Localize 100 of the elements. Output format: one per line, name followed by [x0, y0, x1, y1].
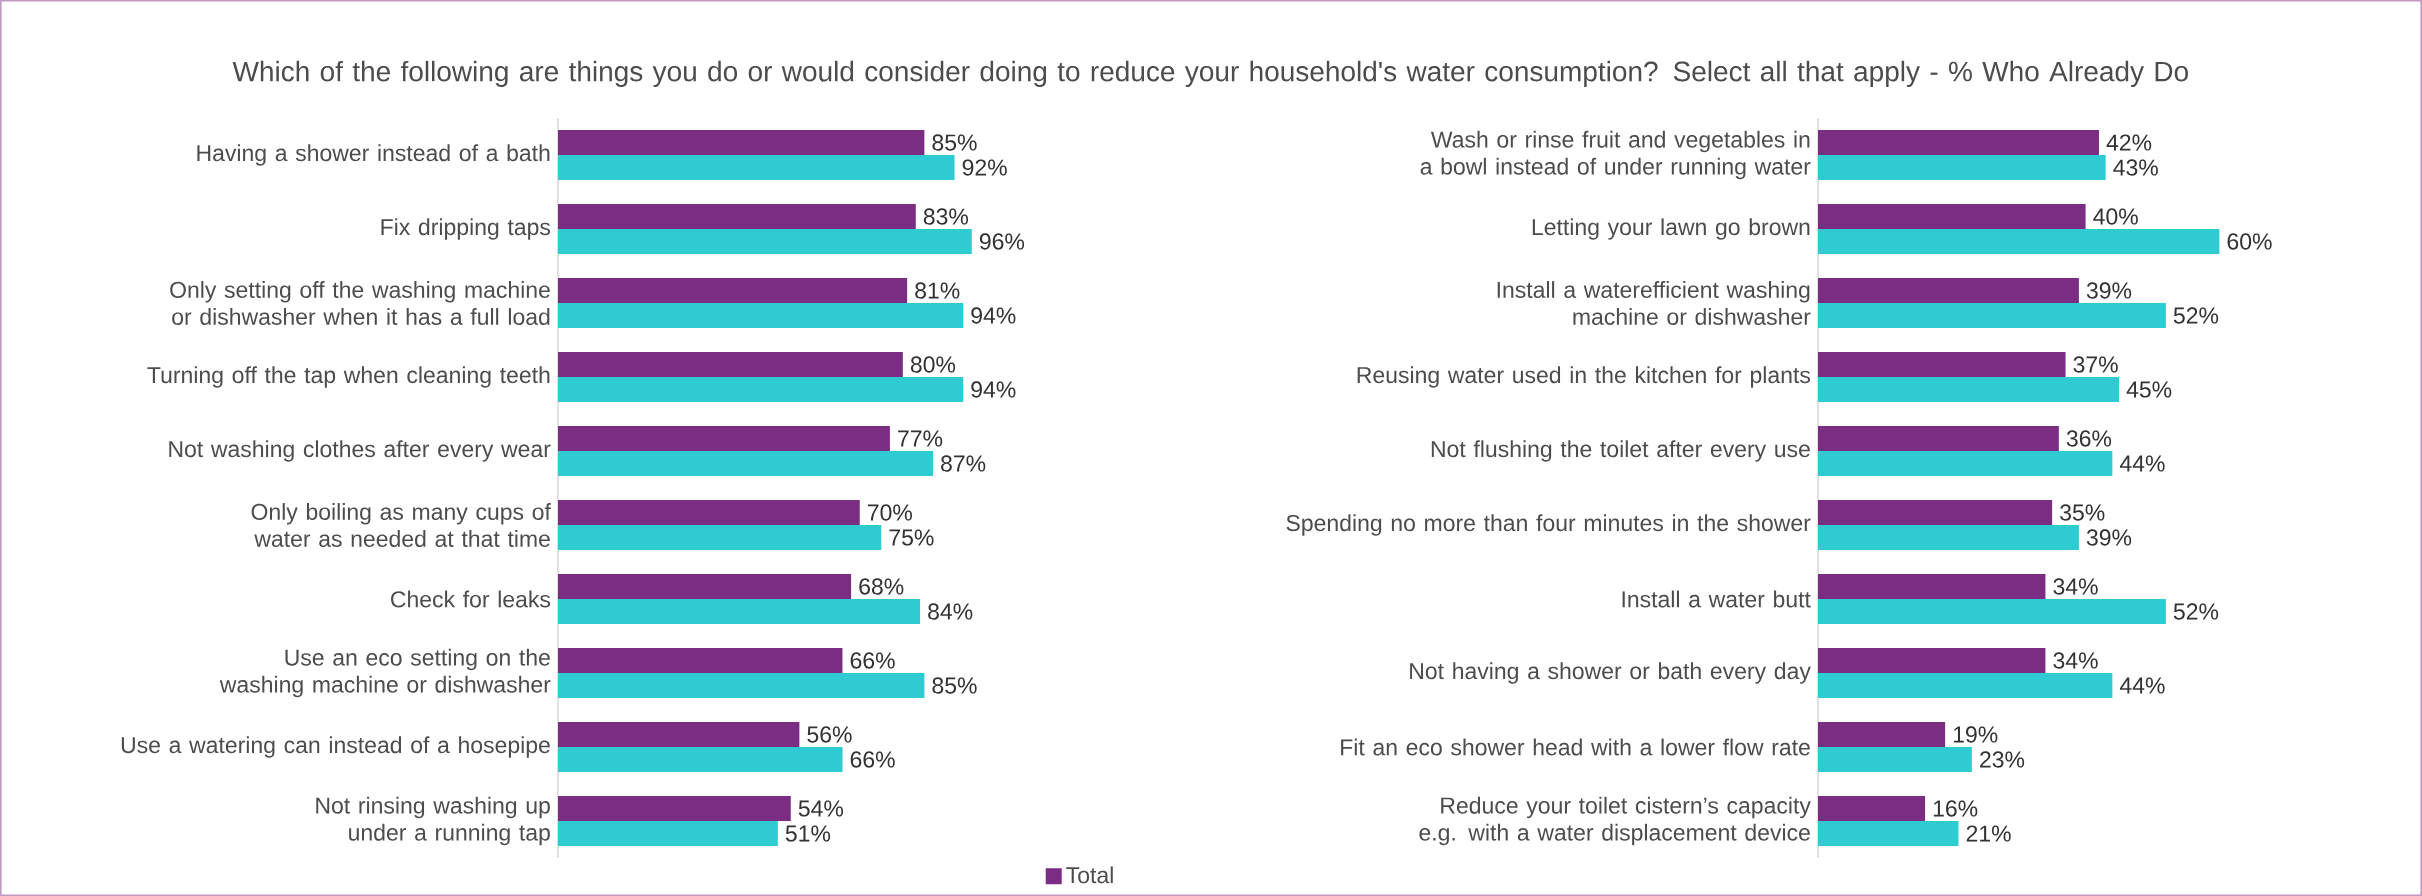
- bar: [1818, 130, 2099, 156]
- bar: [558, 377, 964, 403]
- data-label: 35%: [2060, 504, 2105, 521]
- data-label: 39%: [2086, 529, 2132, 546]
- data-label: 60%: [2227, 233, 2272, 250]
- data-label: 21%: [1966, 825, 2011, 842]
- data-label: 36%: [2066, 430, 2112, 447]
- y-tick-label: Letting your lawn go brown: [1532, 218, 1810, 240]
- bar: [1818, 673, 2113, 699]
- bar: [558, 229, 972, 255]
- bar: [558, 747, 843, 773]
- bar: [1818, 648, 2046, 674]
- bar: [1818, 303, 2166, 329]
- data-label: 66%: [850, 751, 895, 768]
- data-label: 34%: [2053, 652, 2098, 669]
- data-label: 87%: [941, 455, 986, 472]
- data-label: 40%: [2093, 208, 2138, 225]
- bar: [1818, 525, 2079, 551]
- data-label: 80%: [910, 356, 956, 373]
- y-tick-label: Reduce your toilet cistern’s capacity e.g. with a water displacement device: [1419, 796, 1811, 846]
- data-label: 77%: [898, 430, 943, 447]
- y-tick-label: Install a waterefficient washing machine or dishwasher: [1497, 281, 1811, 325]
- data-label: 54%: [798, 800, 844, 817]
- bar: [1818, 155, 2106, 181]
- bar: [558, 574, 852, 600]
- bar: [558, 673, 925, 699]
- data-label: 19%: [1953, 726, 1998, 743]
- y-tick-label: Fix dripping taps: [381, 218, 551, 240]
- bar: [558, 426, 890, 452]
- y-tick-label: Use an eco setting on the washing machine or dishwasher: [219, 648, 551, 698]
- bar: [558, 821, 778, 847]
- data-label: 70%: [867, 504, 912, 521]
- data-label: 84%: [928, 603, 973, 620]
- data-label: 39%: [2086, 282, 2132, 299]
- data-label: 51%: [785, 825, 831, 842]
- data-label: 43%: [2113, 159, 2158, 176]
- data-label: 56%: [807, 726, 852, 743]
- bar: [1818, 599, 2166, 625]
- data-label: 16%: [1933, 800, 1978, 817]
- data-label: 96%: [979, 233, 1025, 250]
- data-label: 45%: [2126, 381, 2172, 398]
- bar: [558, 796, 791, 822]
- text: Which of the following are things you do or would consider doing to reduce your household's water consumption? Select all that apply - % Who Already Do: [232, 60, 2188, 87]
- bar: [1818, 722, 1946, 748]
- y-tick-label: Not washing clothes after every wear: [169, 440, 551, 462]
- bar: [558, 204, 916, 230]
- data-label: 75%: [889, 529, 934, 546]
- bar: [558, 648, 843, 674]
- data-label: 34%: [2053, 578, 2098, 595]
- y-tick-label: Reusing water used in the kitchen for plants: [1357, 366, 1811, 388]
- bar: [558, 155, 955, 181]
- bar: [558, 352, 903, 378]
- bar: [558, 278, 908, 304]
- y-tick-label: Check for leaks: [391, 590, 551, 608]
- y-tick-label: Having a shower instead of a bath: [197, 144, 550, 166]
- data-label: 85%: [932, 134, 977, 151]
- bar: [558, 599, 921, 625]
- bar: [1818, 426, 2059, 452]
- bar: [558, 500, 860, 526]
- data-label: 85%: [932, 677, 977, 694]
- y-tick-label: Not rinsing washing up under a running tap: [316, 796, 550, 846]
- data-label: 42%: [2106, 134, 2152, 151]
- data-label: 52%: [2173, 603, 2219, 620]
- data-label: 94%: [971, 307, 1016, 324]
- y-tick-label: Not having a shower or bath every day: [1410, 662, 1811, 684]
- bar: [1818, 574, 2046, 600]
- y-tick-label: Install a water butt: [1622, 590, 1811, 608]
- bar: [558, 303, 964, 329]
- bar: [1818, 451, 2113, 477]
- data-label: 44%: [2119, 455, 2165, 472]
- bar: [1818, 352, 2066, 378]
- bar: [1818, 796, 1926, 822]
- bar: [1818, 204, 2086, 230]
- data-label: 66%: [850, 652, 895, 669]
- bar: [1818, 278, 2079, 304]
- bar: [1818, 821, 1959, 847]
- y-tick-label: Use a watering can instead of a hosepipe: [121, 736, 550, 758]
- data-label: 94%: [971, 381, 1016, 398]
- bar: [1818, 500, 2053, 526]
- y-tick-label: Only boiling as many cups of water as needed at that time: [251, 503, 551, 547]
- bar: [558, 451, 933, 477]
- data-label: 92%: [962, 159, 1007, 176]
- bar: [1818, 747, 1972, 773]
- bar: [558, 525, 882, 551]
- bar: [1818, 377, 2120, 403]
- y-tick-label: Only setting off the washing machine or dishwasher when it has a full load: [170, 281, 550, 325]
- data-label: 83%: [923, 208, 969, 225]
- bar: [1818, 229, 2220, 255]
- data-label: 44%: [2119, 677, 2165, 694]
- y-tick-label: Spending no more than four minutes in the shower: [1286, 514, 1811, 536]
- bar: [558, 722, 800, 748]
- data-label: 81%: [915, 282, 960, 299]
- bar: [558, 130, 925, 156]
- data-label: 68%: [859, 578, 904, 595]
- data-label: 37%: [2073, 356, 2118, 373]
- legend-label: Total: [1066, 866, 1113, 884]
- data-label: 23%: [1980, 751, 2025, 768]
- data-label: 52%: [2173, 307, 2219, 324]
- y-tick-label: Wash or rinse fruit and vegetables in a bowl instead of under running water: [1420, 130, 1811, 180]
- y-tick-label: Fit an eco shower head with a lower flow rate: [1341, 738, 1810, 756]
